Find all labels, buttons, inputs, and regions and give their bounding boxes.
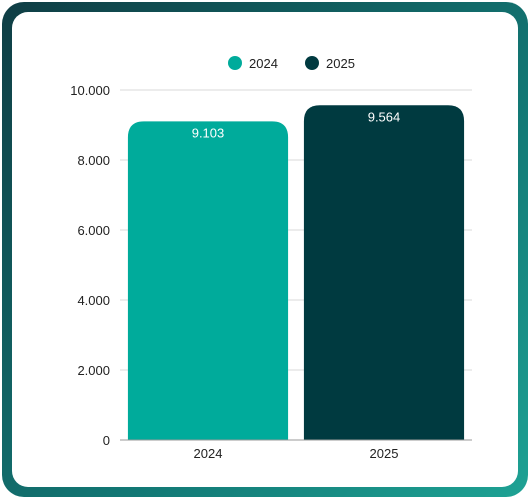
x-tick-label: 2024 (194, 446, 223, 461)
legend-label-2024: 2024 (249, 56, 278, 71)
data-label-2024: 9.103 (192, 125, 225, 140)
bars (127, 105, 465, 441)
data-labels: 9.103 9.564 (192, 109, 401, 140)
y-tick-label: 10.000 (70, 83, 110, 98)
y-tick-label: 2.000 (77, 363, 110, 378)
chart-card: 2024 2025 0 2.000 4.000 6.000 8.000 10.000 20… (12, 12, 518, 487)
bar-2025 (303, 105, 465, 440)
y-tick-label: 6.000 (77, 223, 110, 238)
y-tick-label: 4.000 (77, 293, 110, 308)
legend: 2024 2025 (228, 56, 355, 71)
legend-label-2025: 2025 (326, 56, 355, 71)
y-tick-label: 0 (103, 433, 110, 448)
x-axis-tick-labels: 2024 2025 (194, 446, 399, 461)
legend-swatch-2025 (305, 56, 319, 70)
bar-2024 (127, 121, 289, 441)
data-label-2025: 9.564 (368, 109, 401, 124)
x-tick-label: 2025 (370, 446, 399, 461)
legend-swatch-2024 (228, 56, 242, 70)
y-tick-label: 8.000 (77, 153, 110, 168)
y-axis-tick-labels: 0 2.000 4.000 6.000 8.000 10.000 (70, 83, 110, 448)
bar-chart: 2024 2025 0 2.000 4.000 6.000 8.000 10.000 20… (70, 56, 472, 461)
